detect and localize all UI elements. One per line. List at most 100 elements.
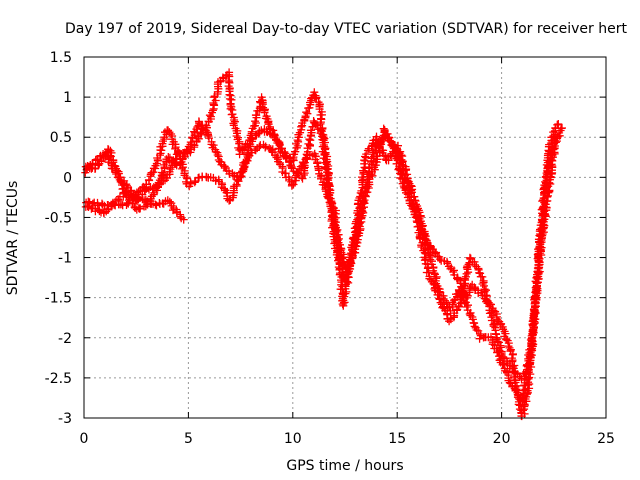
y-tick-label: 1.5 [50,50,72,66]
data-point [88,159,97,168]
data-point [488,311,497,320]
y-axis: -3 -2.5 -2 -1.5 -1 -0.5 0 0.5 1 1.5 [45,50,606,427]
data-point [535,267,544,276]
data-point [232,132,241,140]
data-point [291,147,300,156]
data-point [435,255,444,264]
data-point [298,174,307,183]
x-axis: 0 5 10 15 20 25 [80,57,615,447]
data-point [234,177,243,186]
data-point [117,200,126,209]
data-point [478,280,487,288]
data-point [551,138,560,147]
data-point [206,112,215,121]
data-point [470,322,479,331]
data-point [534,256,543,265]
data-point [136,204,145,213]
data-point [213,151,222,159]
y-tick-label: -1.5 [45,291,72,307]
data-point [468,315,477,324]
data-point [374,138,383,146]
data-point [421,239,430,248]
data-point [356,188,365,197]
data-point [432,248,441,257]
data-point [114,173,123,182]
y-tick-label: -3 [58,411,72,427]
data-point [167,157,176,166]
data-point [144,175,153,184]
data-point [165,197,174,206]
data-point [493,348,502,357]
data-point [179,215,188,224]
data-point [281,169,289,178]
data-point [167,130,176,138]
data-point [519,406,527,415]
data-point [303,109,312,118]
data-point [129,199,138,208]
data-point [362,150,371,159]
data-point [412,200,420,209]
data-point [287,181,296,190]
plot-frame [83,56,607,419]
data-point [480,287,489,296]
data-point [220,184,228,193]
y-tick-label: -0.5 [45,210,72,226]
data-point [91,155,100,164]
data-point [340,274,349,283]
data-point [270,132,279,141]
data-point [141,202,150,211]
y-tick-label: -2.5 [45,371,72,387]
data-point [470,260,479,269]
data-point [359,198,368,207]
data-point [523,360,531,369]
data-point [190,178,199,187]
data-point [242,156,251,165]
data-point [553,132,562,141]
x-tick-label: 5 [184,431,193,447]
data-point [306,126,315,135]
data-point [545,186,554,195]
grid [84,57,606,418]
data-point [220,162,229,171]
data-point [297,122,306,131]
data-point [457,289,466,298]
data-point [325,189,334,197]
data-point [422,236,431,245]
data-point [251,117,260,126]
data-point [164,153,173,161]
data-point [292,143,301,152]
data-point [306,98,314,107]
data-point [343,269,352,277]
data-point [154,182,162,191]
data-point [553,120,562,129]
data-point [182,146,191,155]
data-point [419,231,428,240]
data-point [538,230,547,238]
data-point [196,129,205,138]
data-point [379,124,388,133]
data-point [317,127,326,136]
data-point [499,360,508,368]
data-point [267,146,276,155]
y-tick-label: 0.5 [50,130,72,146]
data-point [328,223,337,232]
y-tick-label: 0 [63,170,72,186]
data-point [302,108,311,117]
data-point [472,326,481,334]
data-point [524,351,533,359]
data-point [247,127,256,136]
data-point [159,137,167,146]
data-point [190,128,199,137]
data-point [261,142,270,151]
data-point [543,193,552,201]
data-point [122,180,131,189]
x-tick-label: 15 [388,431,406,447]
data-point [459,280,468,289]
data-point [251,111,260,119]
data-point [292,168,301,177]
y-tick-label: -1 [58,251,72,267]
data-point [489,322,498,331]
data-point [327,217,336,225]
